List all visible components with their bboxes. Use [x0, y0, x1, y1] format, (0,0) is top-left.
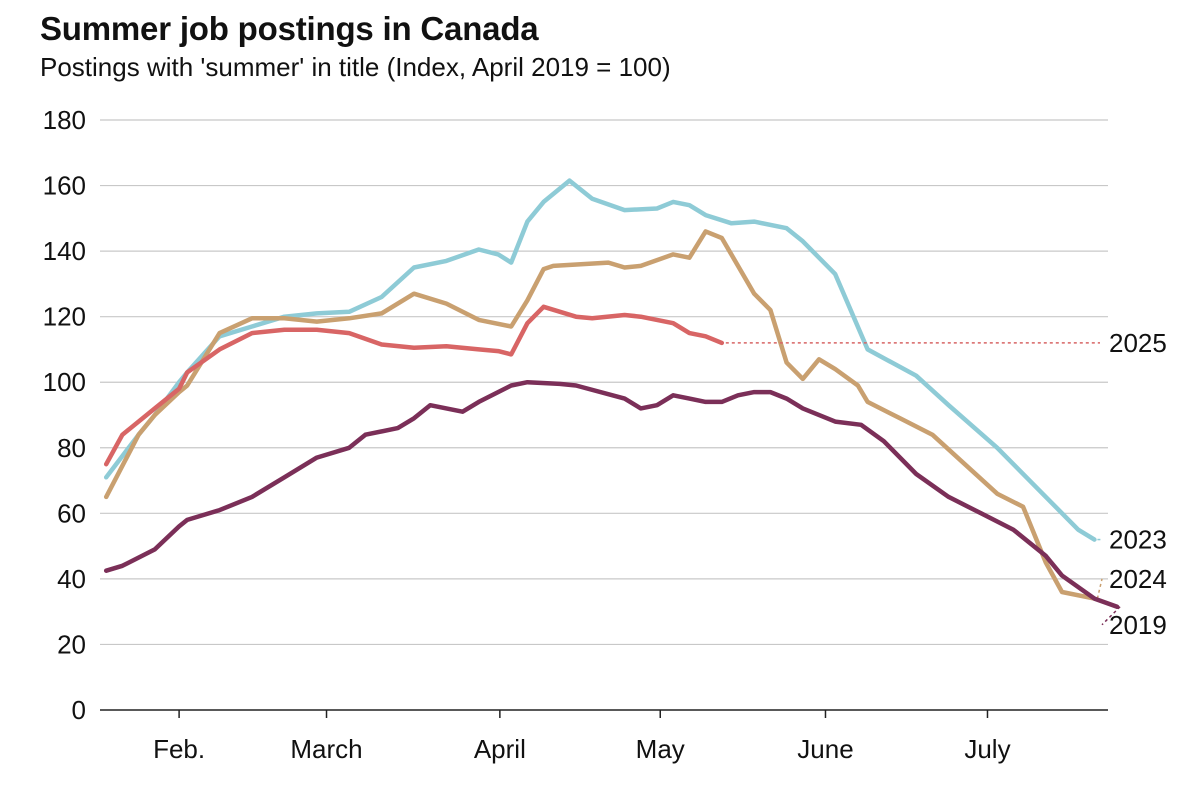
y-tick-label-140: 140 [43, 236, 86, 266]
y-axis-ticks: 0 20 40 60 80 100 120 140 160 180 [43, 105, 86, 725]
series-end-label-2019: 2019 [1109, 610, 1167, 640]
x-tick-label-march: March [290, 734, 362, 764]
series-line-2019 [103, 379, 1120, 610]
series-end-label-2023: 2023 [1109, 525, 1167, 555]
x-tick-label-feb: Feb. [153, 734, 205, 764]
x-tick-label-may: May [636, 734, 685, 764]
x-tick-label-june: June [797, 734, 853, 764]
y-tick-label-80: 80 [57, 433, 86, 463]
series-leader-2019 [1101, 606, 1121, 626]
gridlines [100, 119, 1108, 646]
series-leader-2024 [1096, 578, 1103, 599]
x-tick-label-july: July [964, 734, 1010, 764]
chart-title: Summer job postings in Canada [40, 10, 539, 47]
y-tick-label-40: 40 [57, 564, 86, 594]
series-end-label-2025: 2025 [1109, 328, 1167, 358]
y-tick-label-0: 0 [72, 695, 86, 725]
y-tick-label-100: 100 [43, 367, 86, 397]
x-axis: Feb. March April May June July [100, 709, 1108, 764]
series-line-2024 [103, 229, 1097, 601]
x-tick-label-april: April [474, 734, 526, 764]
y-tick-label-60: 60 [57, 498, 86, 528]
y-tick-label-180: 180 [43, 105, 86, 135]
series-line-2025 [103, 304, 725, 467]
chart-subtitle: Postings with 'summer' in title (Index, … [40, 52, 671, 82]
y-tick-label-120: 120 [43, 302, 86, 332]
series-lines [103, 178, 1121, 626]
y-tick-label-160: 160 [43, 171, 86, 201]
series-line-2023 [103, 178, 1097, 542]
series-end-labels: 2023 2024 2025 2019 [1109, 328, 1167, 640]
y-tick-label-20: 20 [57, 629, 86, 659]
series-end-label-2024: 2024 [1109, 564, 1167, 594]
